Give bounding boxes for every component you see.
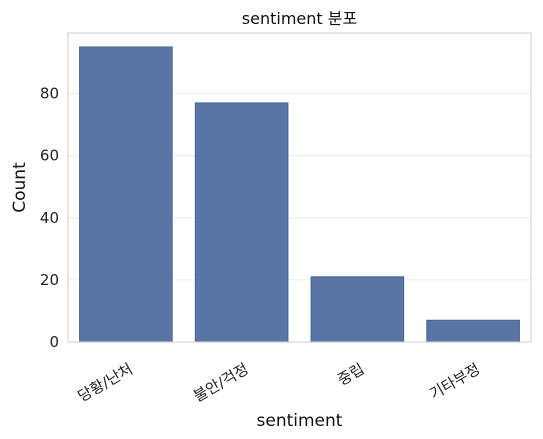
y-tick-label: 80 [40, 85, 59, 103]
chart-title: sentiment 분포 [242, 9, 357, 28]
x-tick-label: 중립 [334, 360, 367, 389]
x-tick-label: 기타부정 [426, 360, 483, 403]
y-tick-label: 20 [40, 271, 59, 289]
x-tick-label: 당황/난처 [75, 360, 136, 406]
bar [194, 102, 289, 343]
y-tick-label: 40 [40, 209, 59, 227]
x-axis-label: sentiment [257, 411, 343, 431]
bars [79, 46, 520, 343]
y-axis-label: Count [10, 162, 30, 213]
y-tick-label: 0 [49, 333, 59, 351]
bar [79, 46, 173, 343]
bar [310, 276, 405, 343]
bar [426, 319, 520, 343]
plot-frame [67, 32, 532, 343]
y-axis-ticks: 0 20 40 60 80 [40, 85, 59, 351]
x-tick-label: 불안/걱정 [190, 360, 251, 406]
y-tick-label: 60 [40, 147, 59, 165]
x-axis-ticks: 당황/난처 불안/걱정 중립 기타부정 [75, 360, 483, 406]
